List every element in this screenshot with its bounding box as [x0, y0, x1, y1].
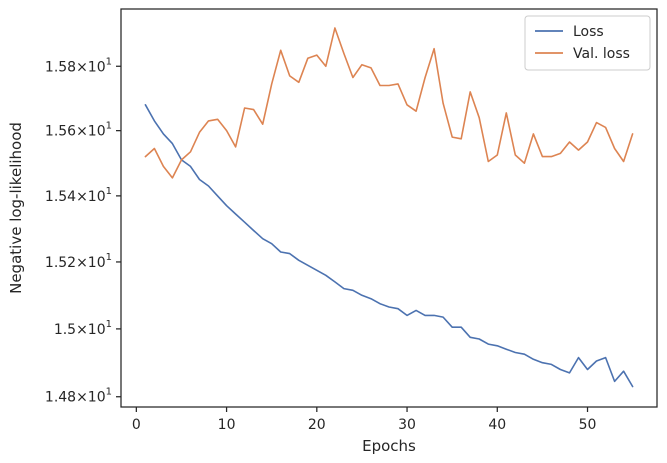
legend-box: [524, 15, 651, 71]
y-axis: 1.48×101 1.5×101 1.52×101 1.54×101 1.56×101 1…: [45, 56, 121, 406]
y-tick-label: 1.58×101: [45, 56, 112, 75]
plot-area: [144, 27, 634, 388]
x-tick-label: 30: [398, 417, 416, 433]
x-tick-label: 20: [308, 417, 326, 433]
y-tick-label: 1.56×101: [45, 121, 112, 140]
legend: Loss Val. loss: [524, 15, 651, 71]
series-line-val-loss: [144, 27, 634, 179]
legend-label: Val. loss: [573, 46, 630, 62]
plot-frame: [120, 8, 658, 408]
series-line-loss: [144, 104, 634, 388]
y-tick-label: 1.5×101: [54, 319, 112, 338]
x-axis: 0 10 20 30 40 50: [132, 407, 597, 433]
y-tick-label: 1.54×101: [45, 186, 112, 205]
legend-label: Loss: [573, 24, 604, 40]
x-axis-label: Epochs: [362, 437, 416, 455]
x-tick-label: 10: [218, 417, 236, 433]
x-tick-label: 40: [488, 417, 506, 433]
y-axis-label: Negative log-likelihood: [7, 122, 25, 294]
y-tick-label: 1.48×101: [45, 387, 112, 406]
x-tick-label: 50: [579, 417, 597, 433]
y-tick-label: 1.52×101: [45, 252, 112, 271]
x-tick-label: 0: [132, 417, 141, 433]
